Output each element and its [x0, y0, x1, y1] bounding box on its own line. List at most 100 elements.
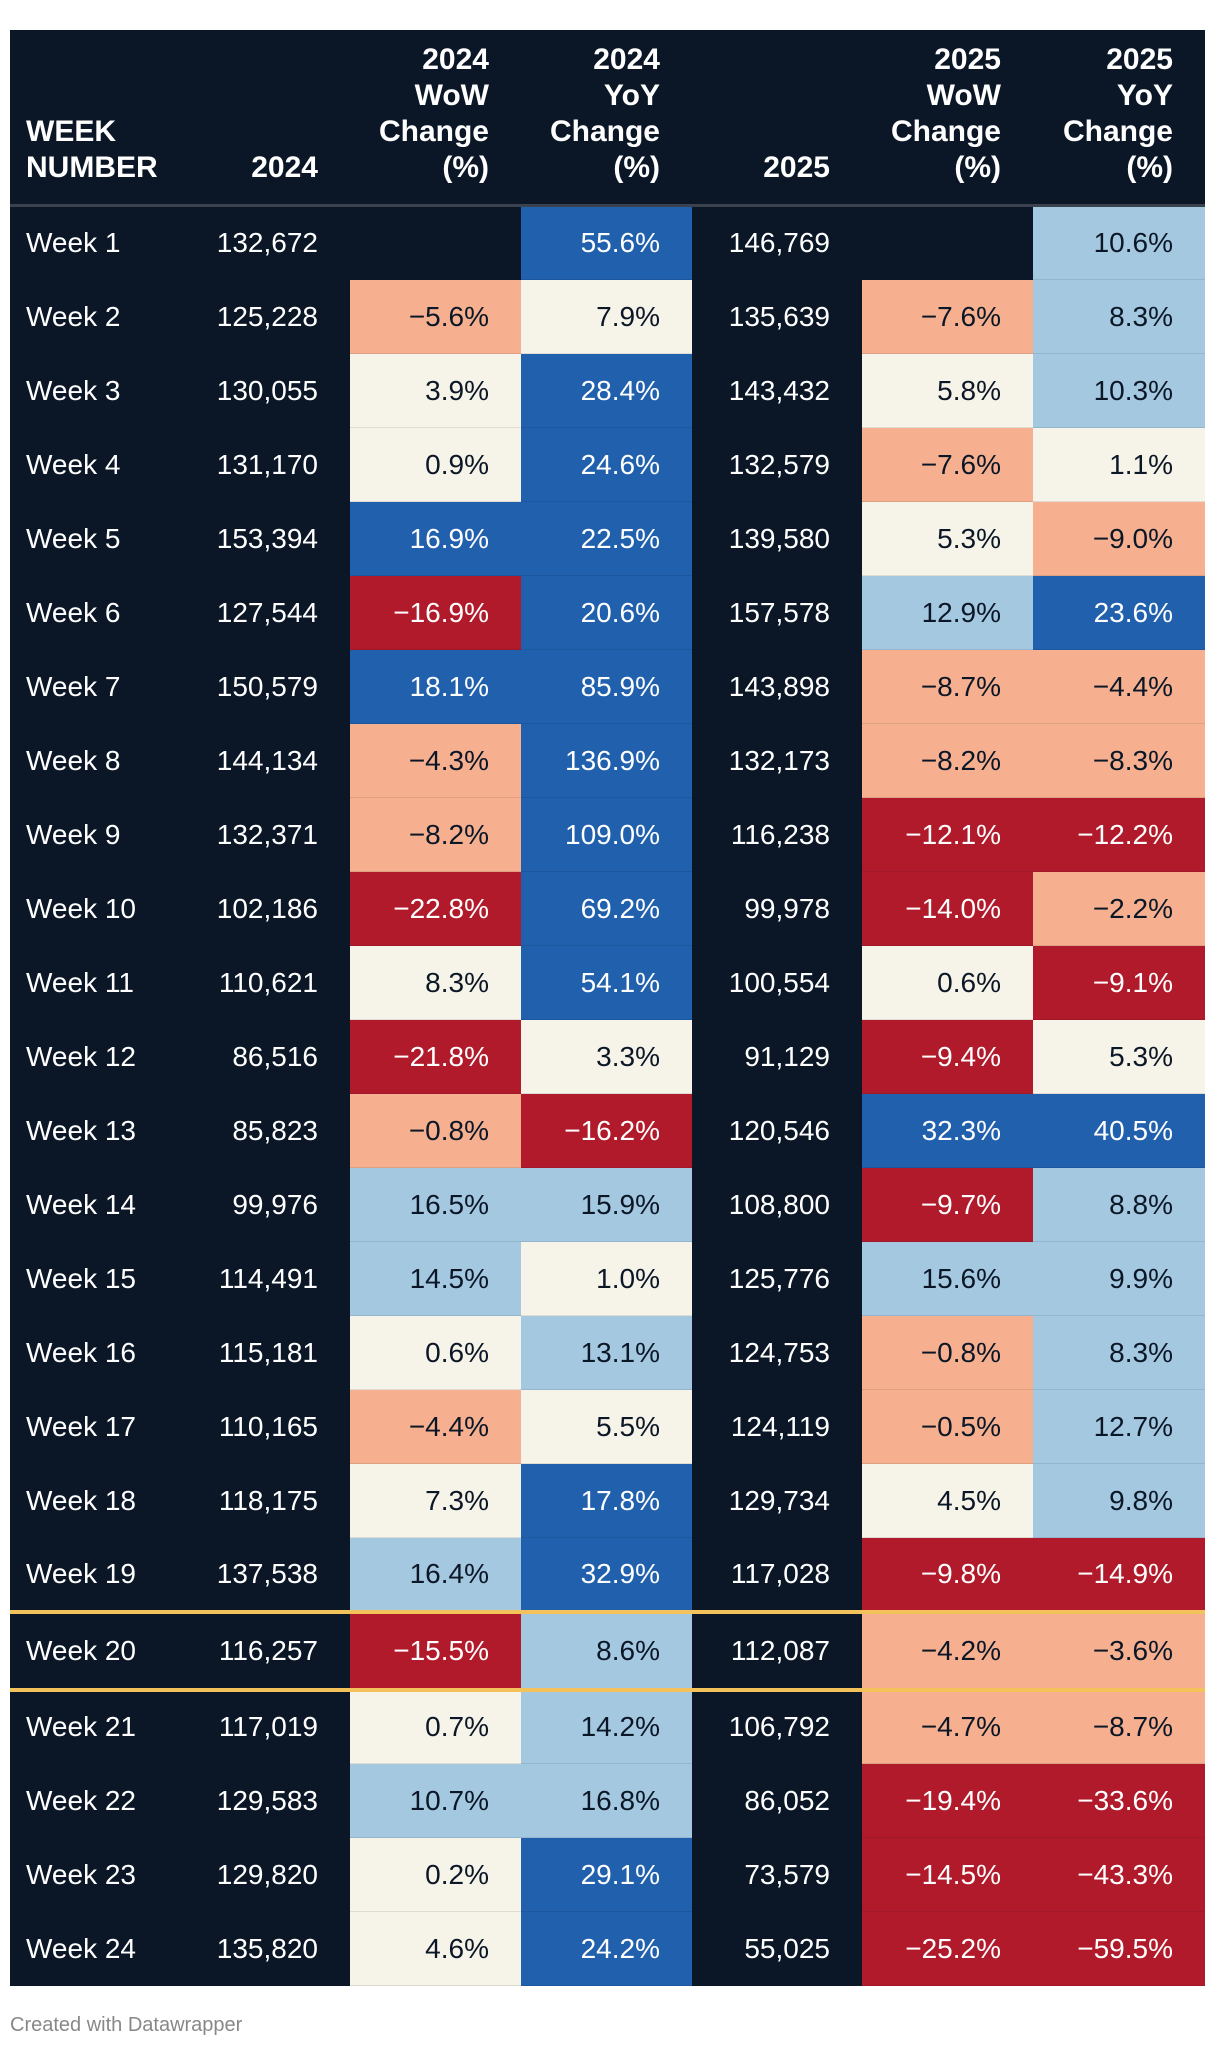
header-line: (%): [1126, 151, 1173, 184]
cell-2024-wow: 16.4%: [350, 1537, 521, 1612]
cell-2024-wow: −5.6%: [350, 279, 521, 354]
cell-2025-value: 100,554: [692, 945, 862, 1020]
cell-2025-wow: −14.0%: [862, 871, 1033, 946]
table-row: Week 18 118,175 7.3% 17.8% 129,734 4.5% 9.8%: [10, 1463, 1205, 1538]
cell-2024-yoy: 28.4%: [521, 353, 692, 428]
cell-2025-value: 112,087: [692, 1609, 862, 1692]
cell-2025-value: 116,238: [692, 797, 862, 872]
cell-2024-wow: −21.8%: [350, 1019, 521, 1094]
header-line: WEEK: [26, 115, 116, 148]
cell-2025-wow: −8.2%: [862, 723, 1033, 798]
cell-2025-yoy: −2.2%: [1033, 871, 1205, 946]
cell-2024-wow: 0.9%: [350, 427, 521, 502]
header-2024-yoy: 2024 YoY Change (%): [521, 30, 692, 207]
cell-week: Week 1: [10, 205, 180, 280]
cell-2024-value: 132,371: [180, 797, 350, 872]
cell-2025-value: 139,580: [692, 501, 862, 576]
cell-2024-wow: 10.7%: [350, 1763, 521, 1838]
cell-2025-wow: −9.4%: [862, 1019, 1033, 1094]
table-row: Week 1 132,672 55.6% 146,769 10.6%: [10, 205, 1205, 280]
header-line: 2024: [593, 43, 660, 76]
cell-2024-value: 144,134: [180, 723, 350, 798]
header-line: 2024: [251, 151, 318, 184]
cell-2024-value: 115,181: [180, 1315, 350, 1390]
cell-2024-yoy: 8.6%: [521, 1609, 692, 1692]
cell-2025-yoy: −8.3%: [1033, 723, 1205, 798]
cell-2024-yoy: 16.8%: [521, 1763, 692, 1838]
cell-2025-yoy: −59.5%: [1033, 1911, 1205, 1986]
cell-week: Week 18: [10, 1463, 180, 1538]
cell-2025-wow: −25.2%: [862, 1911, 1033, 1986]
cell-week: Week 13: [10, 1093, 180, 1168]
cell-2025-wow: 0.6%: [862, 945, 1033, 1020]
cell-2025-yoy: −12.2%: [1033, 797, 1205, 872]
cell-week: Week 16: [10, 1315, 180, 1390]
header-line: Change: [1062, 115, 1173, 148]
cell-week: Week 17: [10, 1389, 180, 1464]
cell-2024-yoy: 24.6%: [521, 427, 692, 502]
cell-2025-value: 124,753: [692, 1315, 862, 1390]
cell-2025-yoy: −9.0%: [1033, 501, 1205, 576]
cell-2024-value: 135,820: [180, 1911, 350, 1986]
cell-2024-wow: −8.2%: [350, 797, 521, 872]
cell-2024-value: 116,257: [180, 1609, 350, 1692]
cell-week: Week 4: [10, 427, 180, 502]
cell-2025-wow: −8.7%: [862, 649, 1033, 724]
cell-week: Week 2: [10, 279, 180, 354]
cell-2025-value: 129,734: [692, 1463, 862, 1538]
data-table-container: WEEK NUMBER 2024 2024 WoW Change (%) 2024 YoY…: [10, 30, 1205, 1986]
cell-week: Week 11: [10, 945, 180, 1020]
cell-2024-wow: −4.4%: [350, 1389, 521, 1464]
cell-2024-wow: 4.6%: [350, 1911, 521, 1986]
header-line: (%): [442, 151, 489, 184]
cell-2024-value: 153,394: [180, 501, 350, 576]
cell-2025-value: 108,800: [692, 1167, 862, 1242]
header-line: Change: [378, 115, 489, 148]
cell-2024-wow: 16.9%: [350, 501, 521, 576]
cell-2024-value: 110,165: [180, 1389, 350, 1464]
cell-2024-value: 114,491: [180, 1241, 350, 1316]
cell-2024-wow: −15.5%: [350, 1609, 521, 1692]
cell-2025-value: 143,432: [692, 353, 862, 428]
cell-2024-value: 129,820: [180, 1837, 350, 1912]
header-line: Change: [549, 115, 660, 148]
cell-2024-yoy: 136.9%: [521, 723, 692, 798]
cell-2024-value: 150,579: [180, 649, 350, 724]
cell-2025-value: 157,578: [692, 575, 862, 650]
cell-2025-wow: 5.3%: [862, 501, 1033, 576]
cell-2024-yoy: 5.5%: [521, 1389, 692, 1464]
cell-2025-yoy: 8.8%: [1033, 1167, 1205, 1242]
cell-2024-yoy: 7.9%: [521, 279, 692, 354]
cell-2024-wow: 8.3%: [350, 945, 521, 1020]
cell-2024-yoy: 20.6%: [521, 575, 692, 650]
cell-2024-wow: 3.9%: [350, 353, 521, 428]
cell-week: Week 15: [10, 1241, 180, 1316]
table-row: Week 22 129,583 10.7% 16.8% 86,052 −19.4% −33.…: [10, 1763, 1205, 1838]
cell-2024-wow: 18.1%: [350, 649, 521, 724]
cell-2025-value: 143,898: [692, 649, 862, 724]
table-row: Week 16 115,181 0.6% 13.1% 124,753 −0.8% 8.3%: [10, 1315, 1205, 1390]
cell-2025-wow: 5.8%: [862, 353, 1033, 428]
cell-2024-yoy: 1.0%: [521, 1241, 692, 1316]
cell-2025-yoy: 8.3%: [1033, 279, 1205, 354]
cell-2024-yoy: 69.2%: [521, 871, 692, 946]
cell-2025-wow: −19.4%: [862, 1763, 1033, 1838]
table-header: WEEK NUMBER 2024 2024 WoW Change (%) 2024 YoY…: [10, 30, 1205, 207]
cell-2025-value: 132,173: [692, 723, 862, 798]
header-line: NUMBER: [26, 151, 158, 184]
cell-2025-value: 99,978: [692, 871, 862, 946]
cell-2025-value: 117,028: [692, 1537, 862, 1612]
cell-2024-yoy: 29.1%: [521, 1837, 692, 1912]
header-2025: 2025: [692, 30, 862, 207]
header-2024-wow: 2024 WoW Change (%): [350, 30, 521, 207]
cell-2025-value: 124,119: [692, 1389, 862, 1464]
header-line: Change: [890, 115, 1001, 148]
cell-week: Week 10: [10, 871, 180, 946]
header-week-number: WEEK NUMBER: [10, 30, 180, 207]
cell-2024-value: 132,672: [180, 205, 350, 280]
table-body: Week 1 132,672 55.6% 146,769 10.6% Week 2 125,…: [10, 205, 1205, 1986]
cell-2024-wow: −16.9%: [350, 575, 521, 650]
cell-2024-wow: 7.3%: [350, 1463, 521, 1538]
footer-credit: Created with Datawrapper: [10, 2014, 243, 2036]
cell-2024-wow: 16.5%: [350, 1167, 521, 1242]
